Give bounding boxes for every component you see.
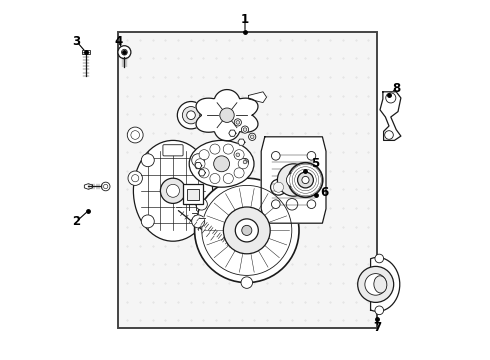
Circle shape — [365, 274, 387, 295]
Text: 3: 3 — [73, 35, 80, 48]
Ellipse shape — [133, 140, 213, 241]
Polygon shape — [229, 130, 236, 136]
Circle shape — [302, 176, 309, 184]
Circle shape — [101, 182, 110, 191]
Circle shape — [386, 93, 396, 103]
Text: 1: 1 — [241, 13, 249, 26]
Circle shape — [297, 172, 314, 188]
Circle shape — [127, 127, 143, 143]
Text: 4: 4 — [114, 35, 122, 48]
Circle shape — [196, 199, 207, 210]
Circle shape — [195, 159, 205, 169]
Circle shape — [271, 152, 280, 160]
Circle shape — [375, 306, 384, 315]
Circle shape — [242, 225, 252, 235]
Circle shape — [307, 200, 316, 208]
Circle shape — [358, 266, 393, 302]
Bar — [118, 32, 377, 328]
Circle shape — [167, 184, 179, 197]
Ellipse shape — [189, 140, 254, 187]
Text: 2: 2 — [73, 215, 80, 228]
Circle shape — [248, 133, 256, 140]
Polygon shape — [199, 218, 204, 220]
Circle shape — [234, 168, 244, 178]
Circle shape — [286, 199, 298, 210]
Circle shape — [141, 154, 154, 167]
Polygon shape — [380, 92, 401, 140]
Circle shape — [242, 158, 248, 166]
Circle shape — [160, 178, 186, 203]
Circle shape — [241, 277, 252, 288]
Circle shape — [192, 154, 205, 167]
Circle shape — [234, 150, 244, 160]
Circle shape — [223, 207, 270, 254]
Circle shape — [195, 178, 299, 283]
Circle shape — [199, 168, 209, 178]
Circle shape — [177, 102, 205, 129]
Circle shape — [122, 49, 127, 55]
Polygon shape — [238, 139, 245, 145]
Circle shape — [187, 111, 196, 120]
Circle shape — [199, 150, 209, 160]
Circle shape — [210, 174, 220, 184]
Text: 5: 5 — [311, 157, 319, 170]
Circle shape — [141, 215, 154, 228]
Circle shape — [270, 179, 286, 195]
Circle shape — [128, 171, 143, 185]
Ellipse shape — [374, 276, 387, 293]
Polygon shape — [195, 162, 202, 169]
Circle shape — [243, 128, 247, 131]
Circle shape — [234, 151, 242, 158]
Circle shape — [220, 108, 234, 122]
Polygon shape — [198, 170, 205, 176]
Circle shape — [277, 164, 310, 196]
Circle shape — [192, 215, 205, 228]
Circle shape — [307, 152, 316, 160]
Circle shape — [385, 131, 393, 139]
Circle shape — [242, 126, 248, 133]
Circle shape — [182, 107, 199, 124]
Circle shape — [290, 164, 321, 196]
Circle shape — [118, 46, 131, 59]
Bar — [183, 184, 203, 204]
Polygon shape — [176, 207, 181, 209]
Circle shape — [271, 200, 280, 208]
Circle shape — [131, 131, 140, 139]
Circle shape — [103, 184, 108, 189]
Circle shape — [234, 119, 242, 126]
Bar — [81, 50, 90, 54]
Circle shape — [235, 219, 258, 242]
Polygon shape — [192, 213, 197, 214]
Circle shape — [223, 144, 233, 154]
Circle shape — [210, 144, 220, 154]
Polygon shape — [370, 257, 400, 311]
Circle shape — [273, 182, 284, 192]
Bar — [187, 189, 198, 200]
Circle shape — [288, 163, 323, 197]
Polygon shape — [84, 184, 93, 189]
FancyBboxPatch shape — [163, 145, 183, 156]
Text: 7: 7 — [373, 321, 382, 334]
Circle shape — [236, 121, 240, 124]
Circle shape — [202, 185, 292, 275]
Text: 8: 8 — [392, 82, 400, 95]
Polygon shape — [248, 92, 267, 103]
Circle shape — [286, 173, 301, 187]
Circle shape — [250, 135, 254, 139]
Circle shape — [236, 153, 240, 157]
Circle shape — [214, 156, 229, 172]
Polygon shape — [261, 137, 326, 223]
Circle shape — [243, 160, 247, 164]
Circle shape — [294, 169, 316, 191]
Circle shape — [132, 175, 139, 182]
Polygon shape — [196, 90, 258, 141]
Circle shape — [238, 159, 248, 169]
Circle shape — [375, 254, 384, 263]
Circle shape — [292, 167, 319, 193]
Text: 6: 6 — [320, 186, 328, 199]
Circle shape — [223, 174, 233, 184]
